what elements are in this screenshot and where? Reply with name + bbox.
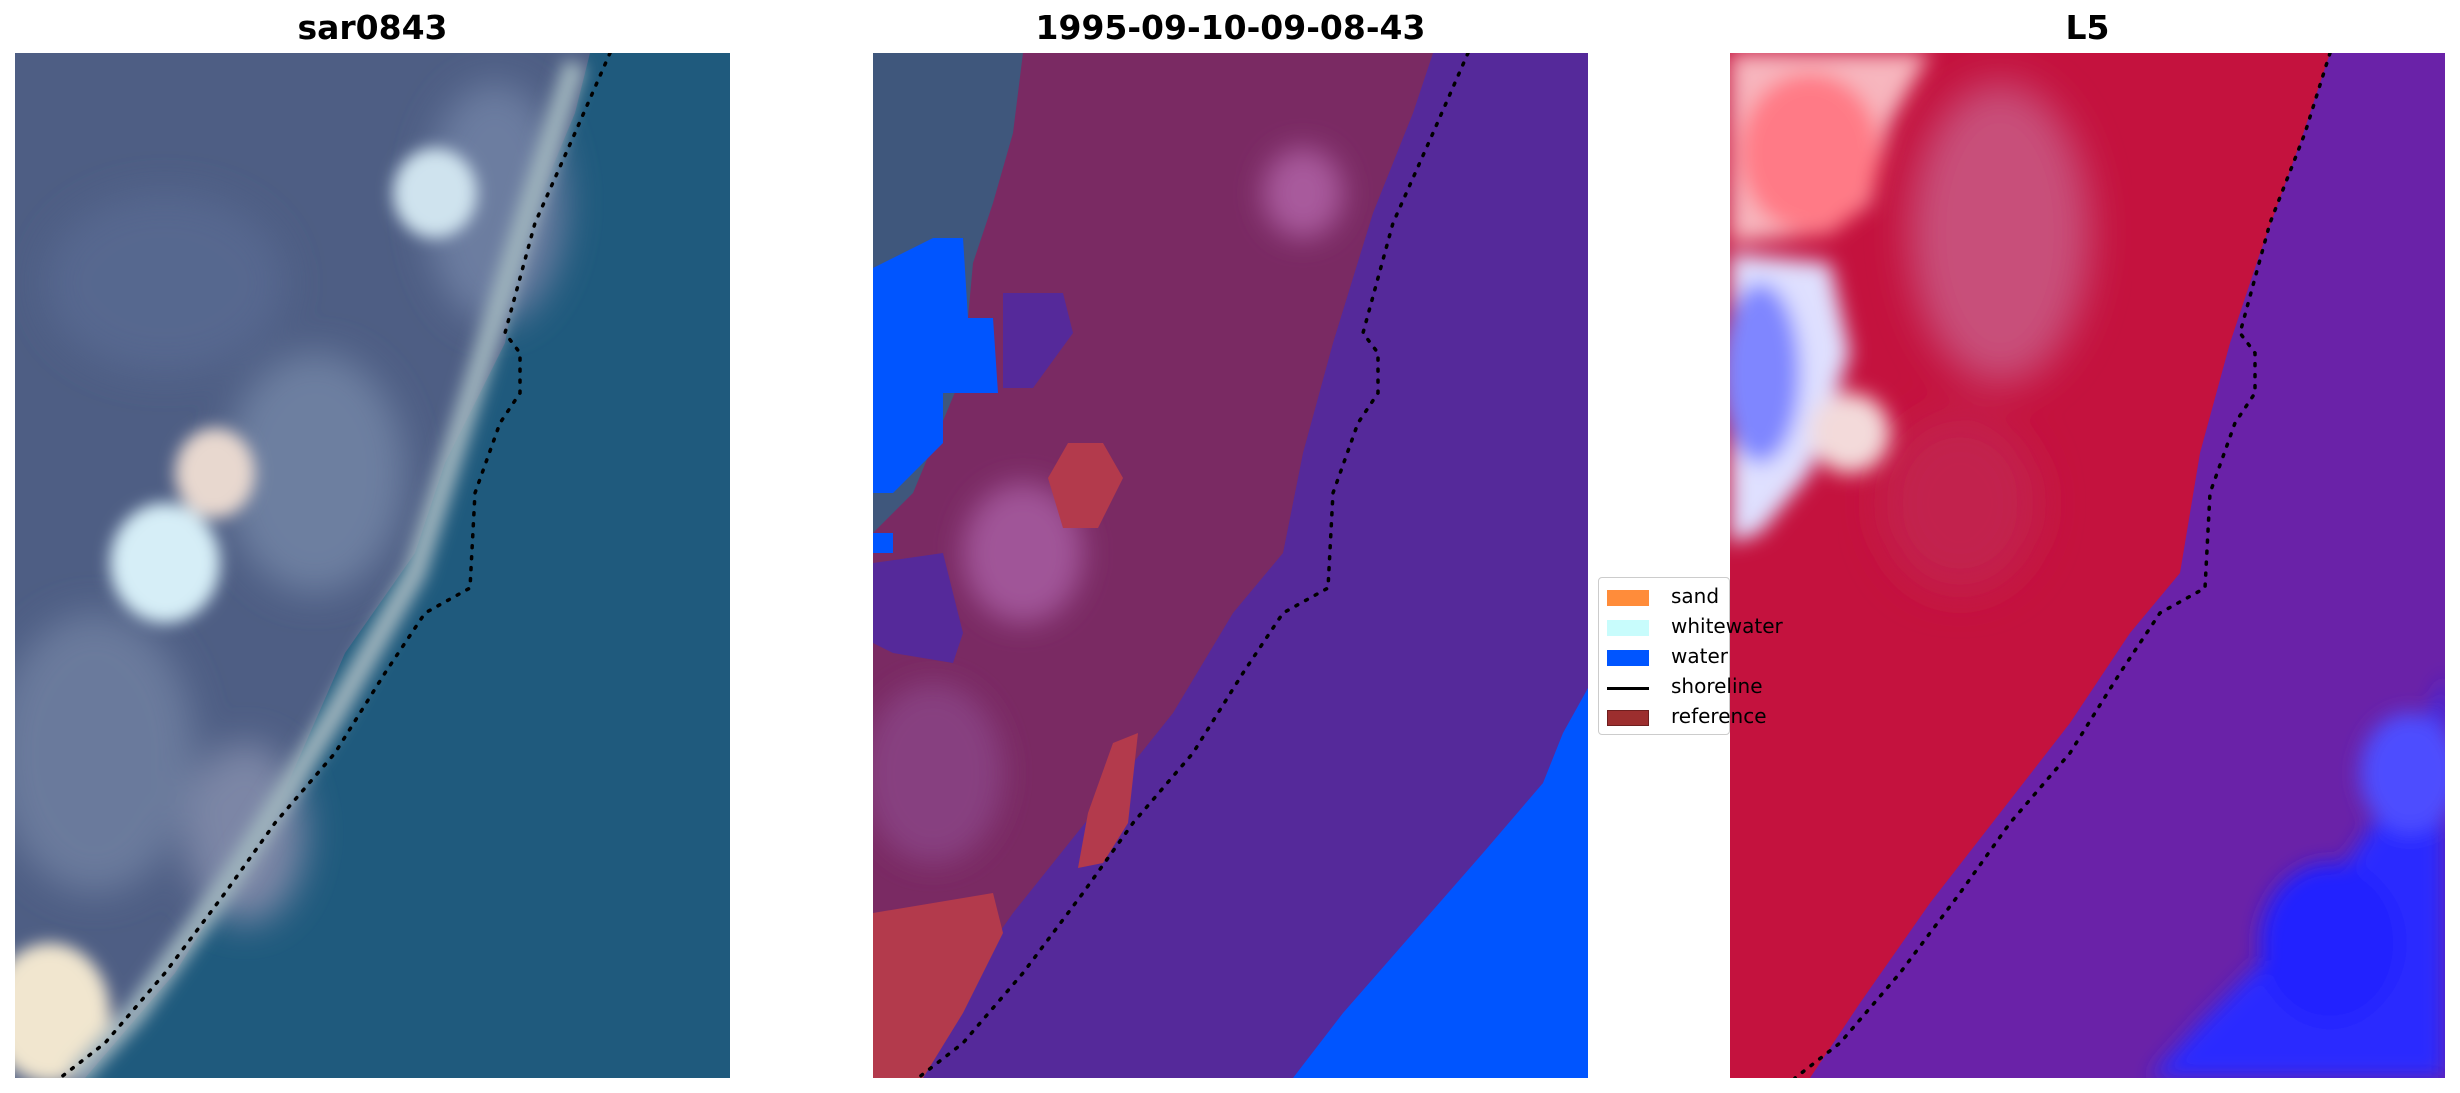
shoreline-line xyxy=(58,53,612,1078)
water-swatch xyxy=(1607,650,1649,666)
legend-label: sand xyxy=(1671,584,1720,608)
legend-item-reference: reference xyxy=(1607,702,1767,732)
legend-item-shoreline: shoreline xyxy=(1607,672,1763,702)
legend-label: water xyxy=(1671,644,1728,668)
legend-label: shoreline xyxy=(1671,674,1763,698)
panel-edge xyxy=(1730,560,1732,561)
panel-title-rgb: sar0843 xyxy=(297,8,448,47)
legend-item-sand: sand xyxy=(1607,582,1747,612)
legend-item-water: water xyxy=(1607,642,1747,672)
rgb-image-panel xyxy=(15,53,730,1078)
legend-label: reference xyxy=(1671,704,1767,728)
legend-label: whitewater xyxy=(1671,614,1783,638)
sand-swatch xyxy=(1607,590,1649,606)
classification-image xyxy=(873,53,1588,1078)
rgb-image xyxy=(15,53,730,1078)
shoreline-line xyxy=(1793,53,2332,1078)
shoreline-swatch xyxy=(1607,687,1649,690)
reference-swatch xyxy=(1607,710,1649,726)
shoreline-line xyxy=(916,53,1470,1078)
index-image xyxy=(1730,53,2445,1078)
classification-image-panel xyxy=(873,53,1588,1078)
index-image-panel xyxy=(1730,53,2445,1078)
legend-item-whitewater: whitewater xyxy=(1607,612,1783,642)
panel-title-index: L5 xyxy=(2065,8,2110,47)
legend: sand whitewater water shoreline referenc… xyxy=(1598,577,1783,735)
panel-title-classification: 1995-09-10-09-08-43 xyxy=(1035,8,1426,47)
whitewater-swatch xyxy=(1607,620,1649,636)
